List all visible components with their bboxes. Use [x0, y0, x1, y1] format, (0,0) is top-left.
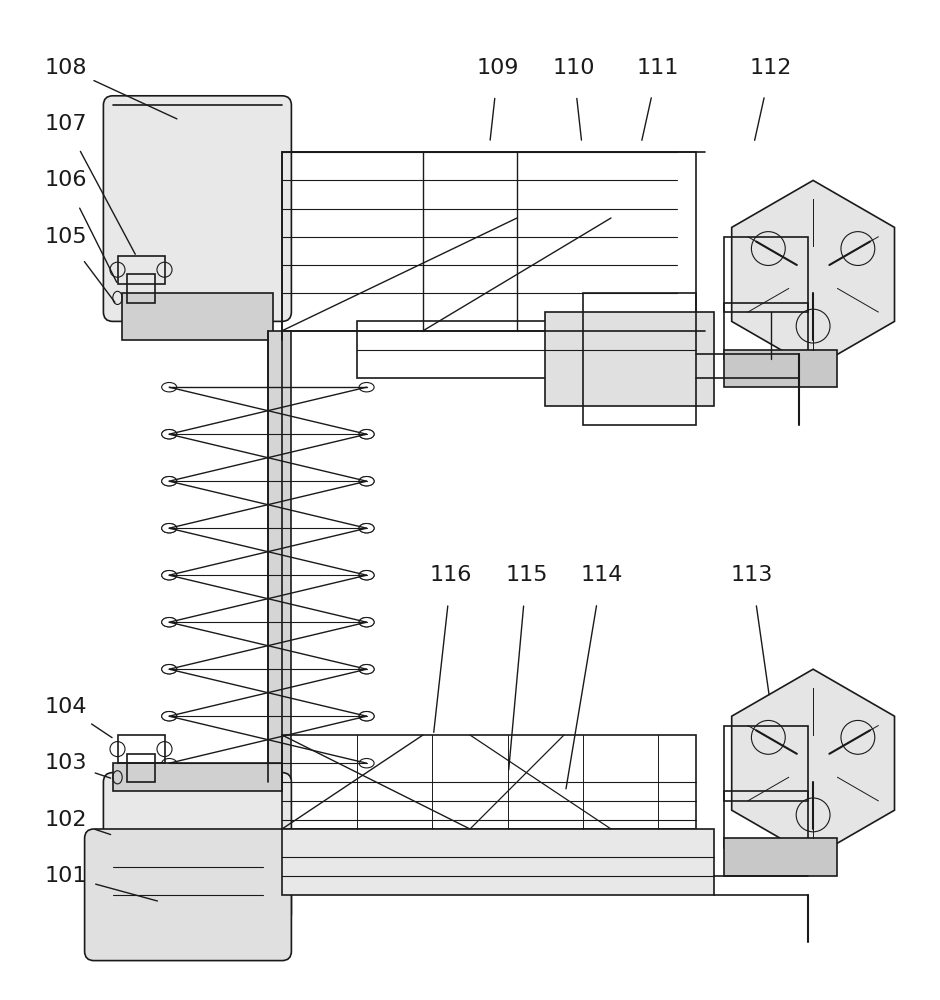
Bar: [583, 293, 696, 425]
Bar: [724, 237, 808, 312]
Ellipse shape: [162, 570, 177, 580]
Polygon shape: [731, 669, 895, 857]
Ellipse shape: [162, 382, 177, 392]
Bar: [127, 754, 155, 782]
Ellipse shape: [359, 382, 374, 392]
Text: 114: 114: [580, 565, 623, 585]
Ellipse shape: [359, 524, 374, 533]
Polygon shape: [731, 180, 895, 368]
Ellipse shape: [162, 429, 177, 439]
Bar: [357, 321, 696, 378]
Text: 103: 103: [44, 753, 87, 773]
Ellipse shape: [359, 477, 374, 486]
Text: 107: 107: [44, 114, 87, 134]
Ellipse shape: [162, 758, 177, 768]
Text: 109: 109: [477, 58, 520, 78]
Bar: [122, 293, 273, 340]
Ellipse shape: [359, 477, 374, 486]
Ellipse shape: [359, 570, 374, 580]
Text: 113: 113: [730, 565, 774, 585]
FancyBboxPatch shape: [103, 96, 291, 321]
Bar: [268, 331, 291, 782]
Ellipse shape: [162, 570, 177, 580]
Text: 115: 115: [505, 565, 548, 585]
Text: 111: 111: [636, 58, 680, 78]
Bar: [113, 763, 282, 791]
Ellipse shape: [359, 429, 374, 439]
FancyBboxPatch shape: [103, 773, 291, 923]
Bar: [282, 735, 696, 829]
Ellipse shape: [162, 712, 177, 721]
Bar: [724, 838, 837, 876]
Bar: [724, 791, 808, 848]
Ellipse shape: [162, 664, 177, 674]
Bar: [118, 735, 164, 763]
Bar: [724, 726, 808, 801]
Ellipse shape: [162, 429, 177, 439]
Ellipse shape: [359, 617, 374, 627]
Text: 101: 101: [44, 866, 87, 886]
Ellipse shape: [359, 664, 374, 674]
Ellipse shape: [359, 712, 374, 721]
Ellipse shape: [162, 524, 177, 533]
Bar: [282, 152, 696, 331]
Ellipse shape: [162, 524, 177, 533]
Ellipse shape: [359, 664, 374, 674]
Text: 108: 108: [44, 58, 87, 78]
Ellipse shape: [359, 712, 374, 721]
Bar: [545, 312, 714, 406]
Text: 112: 112: [749, 58, 792, 78]
Bar: [282, 829, 714, 895]
Ellipse shape: [359, 524, 374, 533]
FancyBboxPatch shape: [85, 829, 291, 961]
Bar: [724, 350, 837, 387]
Ellipse shape: [162, 617, 177, 627]
Ellipse shape: [359, 429, 374, 439]
Ellipse shape: [162, 617, 177, 627]
Ellipse shape: [359, 758, 374, 768]
Ellipse shape: [359, 570, 374, 580]
Text: 116: 116: [430, 565, 473, 585]
Ellipse shape: [162, 477, 177, 486]
Text: 105: 105: [44, 227, 87, 247]
Bar: [118, 256, 164, 284]
Text: 110: 110: [552, 58, 595, 78]
Text: 106: 106: [44, 170, 87, 190]
Ellipse shape: [359, 617, 374, 627]
Ellipse shape: [162, 712, 177, 721]
Bar: [127, 274, 155, 303]
Text: 104: 104: [44, 697, 87, 717]
Ellipse shape: [162, 664, 177, 674]
Ellipse shape: [162, 477, 177, 486]
Bar: [724, 303, 808, 359]
Text: 102: 102: [44, 810, 87, 830]
